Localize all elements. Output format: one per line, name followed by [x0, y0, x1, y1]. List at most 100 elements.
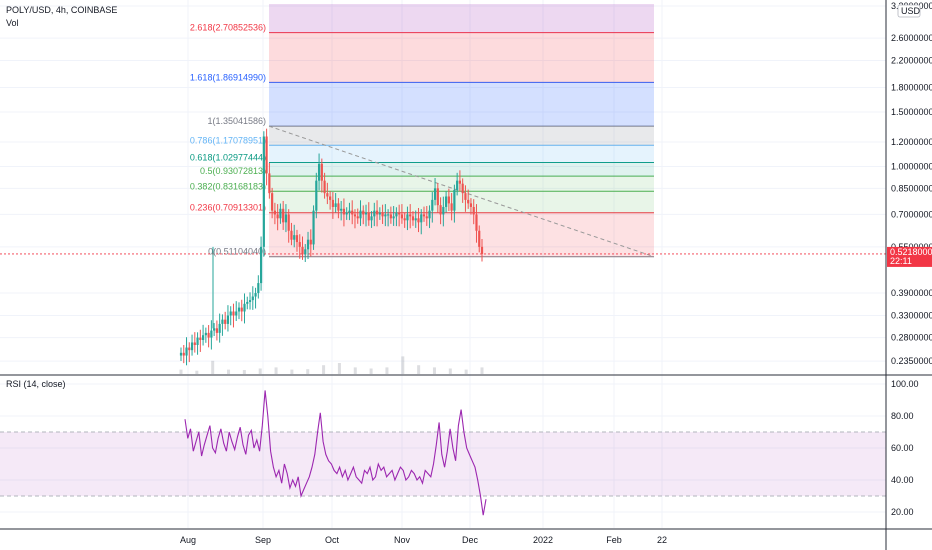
candle-body	[190, 342, 194, 351]
rsi-line	[184, 390, 487, 516]
fib-zone-0.786	[269, 145, 654, 163]
candle-body	[392, 216, 395, 219]
volume-bar	[432, 367, 436, 374]
candle-body	[428, 210, 431, 219]
trend-line	[268, 125, 655, 258]
y-tick-label: 0.23500000	[891, 356, 932, 366]
x-tick-label: Sep	[255, 535, 271, 545]
rsi-y-tick-label: 60.00	[891, 443, 914, 453]
volume-bar	[480, 367, 484, 374]
candle-body	[461, 183, 464, 194]
candle-body	[442, 206, 445, 215]
x-tick-label: Dec	[462, 535, 479, 545]
x-tick-label: Aug	[180, 535, 196, 545]
candle-body	[367, 212, 370, 221]
volume-bar	[242, 370, 246, 374]
candle-body	[387, 214, 390, 216]
symbol-title[interactable]: POLY/USD, 4h, COINBASE	[6, 5, 117, 15]
candle-body	[276, 214, 279, 219]
candle-body	[182, 352, 185, 356]
volume-indicator-label[interactable]: Vol	[6, 18, 19, 28]
candle-body	[215, 328, 218, 333]
grid-lines	[0, 0, 886, 528]
fib-label-2.618: 2.618(2.70852536)	[190, 23, 266, 33]
fib-zone-top	[269, 4, 654, 33]
fib-zone-0.5	[269, 176, 654, 192]
candle-body	[265, 136, 268, 174]
candle-body	[370, 216, 373, 221]
candle-body	[420, 214, 423, 223]
candle-body	[431, 199, 434, 211]
fib-label-0.236: 0.236(0.70913301)	[190, 203, 266, 213]
candle-body	[453, 189, 456, 211]
candle-body	[458, 180, 462, 184]
candle-body	[356, 216, 359, 219]
rsi-indicator-label[interactable]: RSI (14, close)	[6, 379, 66, 389]
candle-body	[304, 249, 307, 255]
y-tick-label: 1.20000000	[891, 137, 932, 147]
candle-body	[213, 328, 216, 331]
candle-body	[188, 347, 191, 351]
candle-body	[326, 193, 329, 197]
candle-body	[271, 193, 274, 211]
candle-body	[331, 199, 334, 207]
fib-zone-0.382	[269, 191, 654, 213]
candle-body	[246, 301, 249, 304]
x-tick-label: 22	[657, 535, 667, 545]
fib-label-0.618: 0.618(1.02977444)	[190, 153, 266, 163]
candle-body	[351, 210, 354, 215]
fib-zone-2.618	[269, 32, 654, 83]
candle-body	[395, 212, 398, 217]
rsi-y-tick-label: 20.00	[891, 507, 914, 517]
candle-body	[359, 210, 362, 219]
currency-badge[interactable]	[897, 4, 921, 18]
candle-body	[179, 352, 183, 356]
x-tick-label: 2022	[533, 535, 553, 545]
candle-body	[243, 303, 246, 312]
candle-body	[259, 246, 263, 284]
volume-bar	[306, 369, 310, 374]
candle-body	[257, 283, 260, 294]
x-tick-label: Nov	[394, 535, 411, 545]
volume-bar	[227, 369, 231, 374]
candle-body	[207, 332, 210, 338]
candle-body	[398, 212, 401, 215]
fib-label-1: 1(1.35041586)	[207, 116, 266, 126]
candle-body	[240, 307, 243, 312]
candle-body	[284, 214, 288, 223]
candle-body	[456, 180, 459, 190]
candle-body	[400, 214, 404, 219]
candle-body	[204, 332, 207, 336]
volume-bar	[385, 367, 389, 374]
candle-body	[439, 205, 442, 215]
candle-body	[478, 230, 481, 247]
volume-bar	[417, 365, 421, 374]
candle-body	[480, 246, 484, 254]
fib-retracement[interactable]: 0(0.51104040) 0.236(0.70913301) 0.382(0.83…	[0, 4, 886, 258]
fib-label-0: 0(0.51104040)	[208, 247, 266, 257]
volume-bar	[211, 360, 215, 374]
candle-body	[340, 208, 343, 211]
candle-body	[301, 246, 304, 255]
candle-body	[229, 311, 232, 316]
candle-body	[373, 210, 376, 217]
candle-body	[342, 208, 346, 215]
candle-body	[409, 214, 412, 217]
candle-body	[251, 296, 254, 301]
volume-bar	[353, 367, 357, 374]
volume-bars	[179, 356, 484, 374]
volume-bar	[401, 356, 405, 374]
x-tick-label: Feb	[606, 535, 622, 545]
candle-body	[320, 163, 323, 181]
candle-body	[334, 203, 337, 207]
candle-body	[469, 203, 473, 207]
volume-bar	[448, 368, 452, 374]
candle-body	[290, 230, 293, 240]
volume-bar	[274, 367, 278, 374]
candle-body	[262, 136, 265, 247]
candle-body	[422, 214, 426, 217]
